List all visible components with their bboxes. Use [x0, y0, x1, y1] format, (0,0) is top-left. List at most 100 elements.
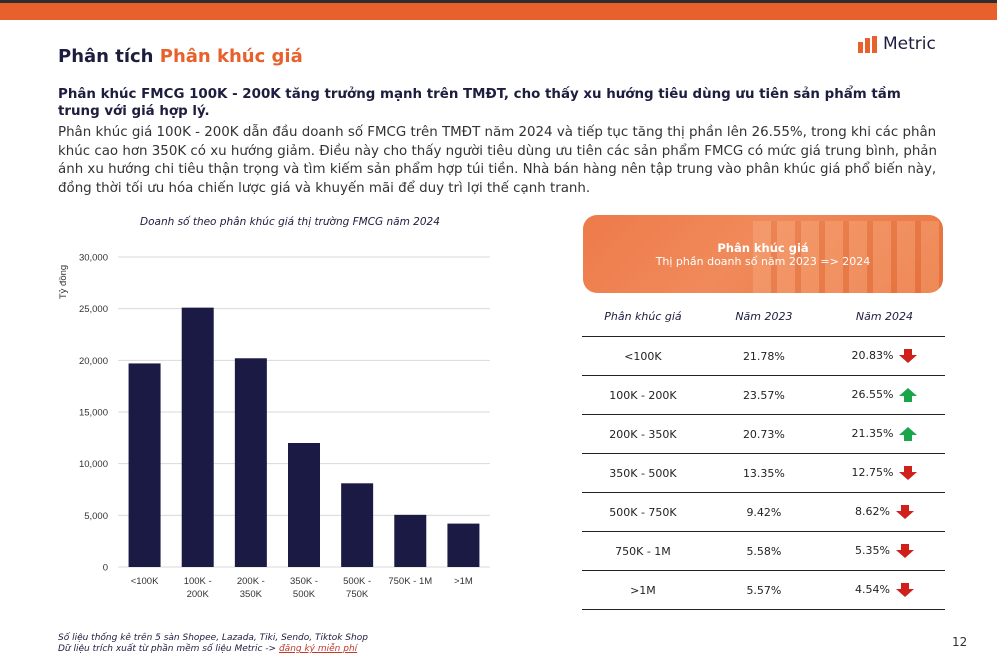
- segment-cell: 200K - 350K: [582, 414, 704, 454]
- y-tick-label: 0: [103, 563, 108, 574]
- share-2024-cell: 21.35%: [823, 414, 945, 454]
- footnote-source: Số liệu thống kê trên 5 sàn Shopee, Laza…: [58, 633, 368, 643]
- brand-logo: Metric: [858, 36, 936, 53]
- y-axis-label: Tỷ đồng: [58, 265, 69, 299]
- table-row: 200K - 350K 20.73% 21.35%: [582, 414, 945, 454]
- bar: [288, 443, 320, 567]
- share-2024-cell: 12.75%: [823, 453, 945, 493]
- headline: Phân khúc FMCG 100K - 200K tăng trưởng m…: [58, 87, 901, 119]
- x-tick-label: <100K: [131, 576, 159, 587]
- bar: [341, 483, 374, 567]
- x-tick-label: 350K -: [290, 576, 318, 587]
- table-row: >1M 5.57% 4.54%: [582, 570, 945, 610]
- table-row: <100K 21.78% 20.83%: [582, 336, 945, 376]
- share-2024-cell: 8.62%: [823, 492, 945, 532]
- share-table: Phân khúc giá Năm 2023 Năm 2024 <100K 21.…: [582, 296, 945, 610]
- arrow-down-icon: [895, 505, 914, 519]
- segment-cell-value: 200K - 350K: [609, 427, 677, 441]
- chart-title: Doanh số theo phân khúc giá thị trường F…: [140, 216, 440, 228]
- footnote-extract-text: Dữ liệu trích xuất từ phần mềm số liệu M…: [58, 644, 277, 654]
- y-tick-label: 15,000: [79, 408, 108, 419]
- segment-cell-value: >1M: [630, 583, 656, 597]
- arrow-down-icon: [895, 583, 914, 597]
- segment-cell: 100K - 200K: [582, 375, 704, 415]
- table-header-subtitle: Thị phần doanh số năm 2023 => 2024: [655, 255, 871, 268]
- bar: [181, 307, 214, 567]
- signup-link[interactable]: đăng ký miễn phí: [278, 644, 358, 654]
- page-number: 12: [952, 635, 968, 649]
- y-tick-label: 20,000: [79, 356, 108, 367]
- column-header: Năm 2024: [855, 309, 914, 323]
- segment-cell: 750K - 1M: [582, 531, 704, 571]
- x-tick-label: 750K - 1M: [388, 576, 432, 587]
- arrow-up-icon: [899, 427, 918, 441]
- segment-cell-value: <100K: [624, 349, 662, 363]
- table-header-row: Phân khúc giá Năm 2023 Năm 2024: [582, 296, 945, 337]
- share-2023-cell-value: 20.73%: [742, 427, 785, 441]
- segment-cell: <100K: [582, 336, 704, 376]
- share-2024-cell: 4.54%: [823, 570, 945, 610]
- x-tick-label: 200K -: [237, 576, 265, 587]
- share-2024-cell: 26.55%: [823, 375, 945, 415]
- share-2024-cell-value: 8.62%: [854, 505, 890, 518]
- segment-cell-value: 500K - 750K: [609, 505, 677, 519]
- top-dark-strip: [0, 0, 997, 3]
- x-tick-label: 350K: [240, 589, 263, 600]
- x-tick-label: 500K -: [343, 576, 371, 587]
- footnote: Số liệu thống kê trên 5 sàn Shopee, Laza…: [58, 633, 368, 655]
- table-row: 350K - 500K 13.35% 12.75%: [582, 453, 945, 493]
- bar: [447, 523, 480, 567]
- share-2023-cell: 23.57%: [703, 375, 824, 415]
- bar: [128, 363, 161, 567]
- table-header-banner: Phân khúc giá Thị phần doanh số năm 2023…: [583, 215, 943, 293]
- x-tick-label: >1M: [454, 576, 473, 587]
- arrow-down-icon: [899, 349, 918, 363]
- share-2023-cell-value: 13.35%: [742, 466, 785, 480]
- bar: [234, 358, 267, 567]
- segment-cell-value: 350K - 500K: [609, 466, 677, 480]
- y-tick-label: 25,000: [79, 304, 108, 315]
- footnote-extract: Dữ liệu trích xuất từ phần mềm số liệu M…: [58, 644, 368, 655]
- share-2023-cell-value: 5.57%: [746, 583, 782, 597]
- arrow-down-icon: [895, 544, 914, 558]
- share-2023-cell: 20.73%: [703, 414, 824, 454]
- share-2024-cell: 5.35%: [823, 531, 945, 571]
- segment-cell-value: 100K - 200K: [609, 388, 677, 402]
- bar-chart: 0 5,000 10,000 15,000 20,000 25,000 30,000 Tỷ đ…: [58, 253, 490, 600]
- table-row: 100K - 200K 23.57% 26.55%: [582, 375, 945, 415]
- column-header: Phân khúc giá: [604, 309, 682, 323]
- coins-background-icon: [753, 221, 943, 293]
- x-tick-label: 200K: [187, 589, 210, 600]
- share-2023-cell-value: 23.57%: [742, 388, 785, 402]
- table-row: 750K - 1M 5.58% 5.35%: [582, 531, 945, 571]
- top-accent-bar: [0, 3, 997, 20]
- share-2023-cell: 5.57%: [703, 570, 824, 610]
- share-2024-cell: 20.83%: [823, 336, 945, 376]
- share-2024-cell-value: 21.35%: [851, 427, 894, 440]
- segment-cell-value: 750K - 1M: [615, 544, 671, 558]
- y-tick-label: 5,000: [84, 511, 108, 522]
- x-tick-label: 100K -: [184, 576, 212, 587]
- table-row: 500K - 750K 9.42% 8.62%: [582, 492, 945, 532]
- x-tick-label: 500K: [293, 589, 316, 600]
- y-tick-label: 10,000: [79, 459, 108, 470]
- x-tick-label: 750K: [346, 589, 369, 600]
- share-2023-cell-value: 21.78%: [742, 349, 785, 363]
- share-2024-cell-value: 5.35%: [854, 544, 890, 557]
- share-2023-cell: 13.35%: [703, 453, 824, 493]
- share-2023-cell-value: 9.42%: [746, 505, 782, 519]
- y-tick-label: 30,000: [79, 253, 108, 264]
- share-2023-cell: 21.78%: [703, 336, 824, 376]
- share-2024-cell-value: 12.75%: [851, 466, 894, 479]
- share-2023-cell-value: 5.58%: [746, 544, 782, 558]
- share-2023-cell: 9.42%: [703, 492, 824, 532]
- segment-cell: 350K - 500K: [582, 453, 704, 493]
- bar: [394, 514, 427, 567]
- page-title: Phân tích Phân khúc giá: [58, 46, 303, 67]
- page-title-prefix: Phân tích: [58, 46, 154, 67]
- body-paragraph: Phân khúc giá 100K - 200K dẫn đầu doanh …: [58, 125, 937, 196]
- arrow-up-icon: [899, 388, 918, 402]
- share-2024-cell-value: 4.54%: [854, 583, 890, 596]
- share-2024-cell-value: 20.83%: [851, 349, 894, 362]
- segment-cell: >1M: [582, 570, 704, 610]
